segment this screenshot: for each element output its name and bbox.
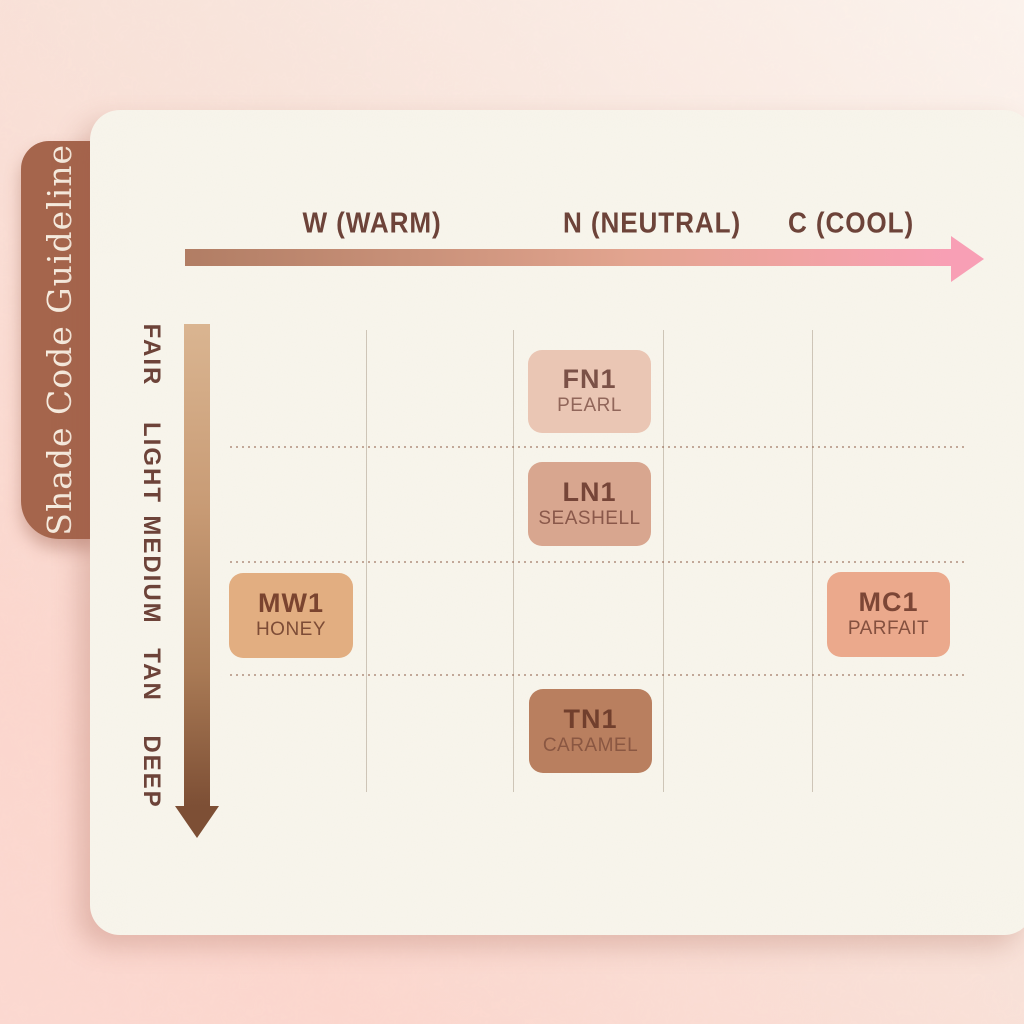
shade-swatch-mc1: MC1 PARFAIT [827, 572, 950, 657]
depth-arrow-bar [184, 324, 210, 806]
depth-label-medium: MEDIUM [138, 515, 165, 625]
shade-code: FN1 [562, 364, 617, 395]
undertone-arrow-head-icon [951, 236, 984, 282]
shade-swatch-mw1: MW1 HONEY [229, 573, 353, 658]
side-tab-title: Shade Code Guideline [39, 144, 79, 536]
shade-code: MC1 [858, 587, 919, 618]
grid-line-horizontal [230, 561, 968, 563]
shade-name: SEASHELL [538, 507, 641, 529]
depth-label-tan: TAN [138, 648, 165, 702]
depth-label-fair: FAIR [138, 323, 165, 387]
depth-label-light: LIGHT [138, 422, 165, 504]
grid-line-horizontal [230, 674, 968, 676]
undertone-label-neutral: N (NEUTRAL) [562, 207, 742, 240]
shade-swatch-ln1: LN1 SEASHELL [528, 462, 651, 546]
shade-code: TN1 [563, 703, 618, 734]
depth-label-deep: DEEP [138, 735, 165, 809]
shade-code: MW1 [258, 588, 324, 619]
side-tab: Shade Code Guideline [21, 141, 97, 539]
undertone-label-warm: W (WARM) [302, 207, 442, 240]
shade-name: CARAMEL [542, 734, 639, 756]
shade-name: HONEY [255, 619, 327, 641]
depth-arrow-head-icon [175, 806, 219, 838]
undertone-arrow-bar [185, 249, 952, 266]
shade-code: LN1 [562, 476, 617, 507]
shade-swatch-tn1: TN1 CARAMEL [529, 689, 652, 773]
grid-line-horizontal [230, 446, 968, 448]
undertone-label-cool: C (COOL) [787, 207, 915, 240]
shade-name: PARFAIT [847, 618, 930, 640]
shade-name: PEARL [557, 395, 622, 417]
shade-swatch-fn1: FN1 PEARL [528, 350, 651, 433]
